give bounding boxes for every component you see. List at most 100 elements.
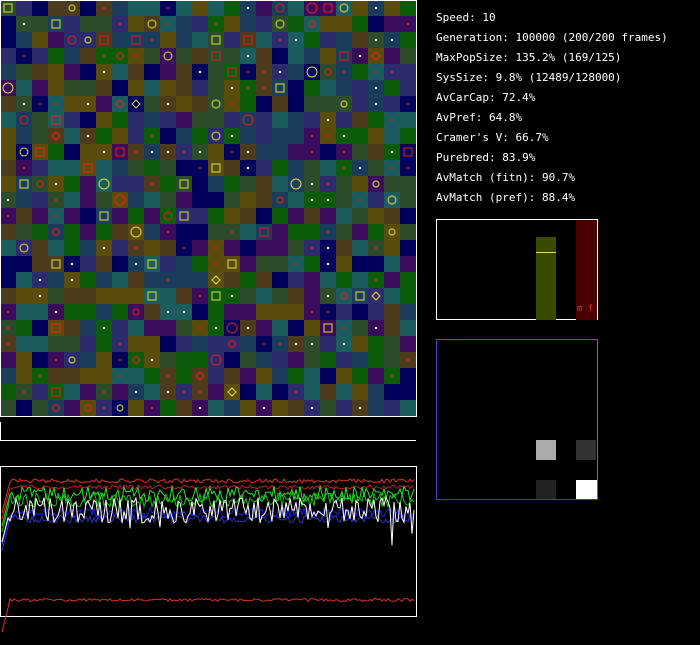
agent bbox=[359, 167, 361, 169]
cell bbox=[80, 160, 96, 176]
cell bbox=[256, 288, 272, 304]
cell bbox=[16, 128, 32, 144]
cell bbox=[336, 208, 352, 224]
cell bbox=[0, 32, 16, 48]
cell bbox=[80, 256, 96, 272]
agent bbox=[231, 103, 233, 105]
cell bbox=[80, 384, 96, 400]
cell bbox=[368, 112, 384, 128]
cell bbox=[224, 320, 240, 336]
cell bbox=[0, 128, 16, 144]
cell bbox=[80, 304, 96, 320]
agent bbox=[403, 147, 413, 157]
cell bbox=[32, 304, 48, 320]
cell bbox=[112, 320, 128, 336]
cell bbox=[224, 64, 240, 80]
agent bbox=[327, 247, 329, 249]
cell bbox=[144, 240, 160, 256]
cell bbox=[128, 272, 144, 288]
agent bbox=[2, 82, 14, 94]
agent bbox=[183, 391, 185, 393]
cell bbox=[304, 16, 320, 32]
cell bbox=[16, 32, 32, 48]
agent bbox=[135, 391, 137, 393]
cell bbox=[304, 208, 320, 224]
cell bbox=[176, 112, 192, 128]
cell bbox=[0, 16, 16, 32]
cell bbox=[80, 64, 96, 80]
cell bbox=[288, 80, 304, 96]
cell bbox=[208, 160, 224, 176]
cell bbox=[272, 96, 288, 112]
agent bbox=[211, 35, 221, 45]
cell bbox=[0, 256, 16, 272]
agent bbox=[19, 115, 29, 125]
cell bbox=[304, 64, 320, 80]
agent bbox=[247, 151, 249, 153]
agent bbox=[131, 355, 141, 365]
agent bbox=[151, 183, 153, 185]
cell bbox=[336, 16, 352, 32]
agent bbox=[132, 308, 140, 316]
cell bbox=[0, 288, 16, 304]
agent bbox=[199, 71, 201, 73]
cell bbox=[176, 176, 192, 192]
agent bbox=[311, 135, 313, 137]
agent bbox=[151, 359, 153, 361]
cell bbox=[32, 192, 48, 208]
agent bbox=[119, 343, 121, 345]
cell bbox=[16, 208, 32, 224]
cell bbox=[112, 256, 128, 272]
cell bbox=[400, 288, 416, 304]
agent bbox=[339, 51, 349, 61]
cell bbox=[80, 48, 96, 64]
cell bbox=[80, 208, 96, 224]
agent bbox=[119, 359, 121, 361]
agent bbox=[343, 151, 345, 153]
cell bbox=[64, 352, 80, 368]
cell bbox=[256, 304, 272, 320]
cell bbox=[96, 32, 112, 48]
agent bbox=[199, 151, 201, 153]
cell bbox=[336, 272, 352, 288]
cell bbox=[256, 32, 272, 48]
agent bbox=[247, 55, 249, 57]
cell bbox=[192, 208, 208, 224]
cell bbox=[208, 368, 224, 384]
cell bbox=[368, 208, 384, 224]
cell bbox=[160, 288, 176, 304]
cell bbox=[96, 16, 112, 32]
cell bbox=[208, 32, 224, 48]
cell bbox=[304, 96, 320, 112]
agent bbox=[167, 375, 169, 377]
cell bbox=[176, 320, 192, 336]
agent bbox=[131, 99, 141, 109]
cell bbox=[304, 160, 320, 176]
agent bbox=[135, 247, 137, 249]
cell bbox=[80, 144, 96, 160]
cell bbox=[64, 112, 80, 128]
cell bbox=[272, 368, 288, 384]
agent bbox=[55, 199, 57, 201]
cell bbox=[32, 400, 48, 416]
agent bbox=[51, 19, 61, 29]
cell bbox=[144, 192, 160, 208]
cell bbox=[400, 128, 416, 144]
cell bbox=[144, 384, 160, 400]
agent bbox=[167, 23, 169, 25]
agent bbox=[115, 51, 125, 61]
cell bbox=[48, 128, 64, 144]
cell bbox=[64, 208, 80, 224]
cell bbox=[144, 16, 160, 32]
cell bbox=[48, 112, 64, 128]
agent bbox=[19, 147, 29, 157]
cell bbox=[400, 400, 416, 416]
cell bbox=[192, 192, 208, 208]
cell bbox=[80, 176, 96, 192]
agent bbox=[323, 3, 333, 13]
cell bbox=[272, 272, 288, 288]
cell bbox=[256, 224, 272, 240]
agent bbox=[51, 259, 61, 269]
cell bbox=[384, 96, 400, 112]
cell bbox=[208, 48, 224, 64]
